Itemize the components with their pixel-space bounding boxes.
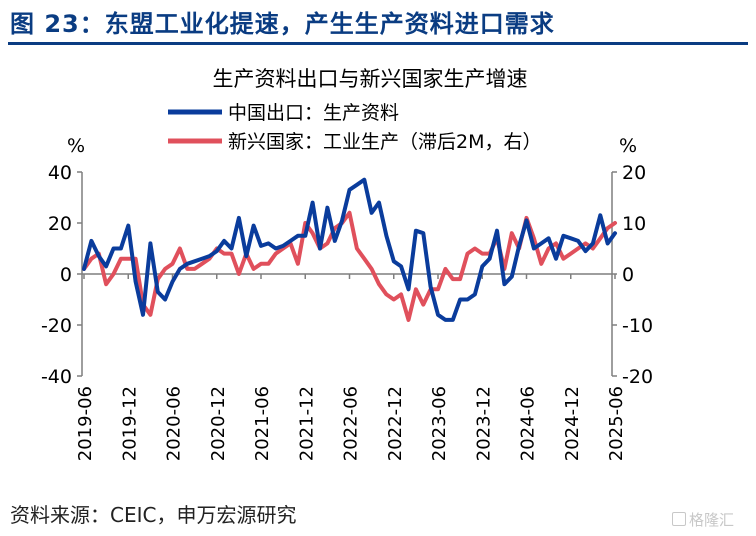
x-tick-label: 2025-06: [606, 386, 627, 461]
right-tick-label: 10: [622, 213, 646, 235]
x-tick-label: 2024-06: [518, 386, 539, 461]
x-tick-label: 2019-06: [75, 386, 96, 461]
watermark-logo-icon: [672, 512, 686, 526]
legend-label-em-production: 新兴国家：工业生产（滞后2M，右）: [228, 131, 541, 153]
axes: -40 -20 0 20 40 -20 -10 0 10 20 2019-06 2019-12 2020…: [41, 162, 653, 461]
figure-title: 图 23：东盟工业化提速，产生生产资料进口需求: [10, 10, 555, 38]
left-axis-unit: %: [67, 135, 85, 157]
right-tick-label: -10: [622, 315, 653, 337]
x-tick-label: 2024-12: [562, 386, 583, 461]
legend-label-china-export: 中国出口：生产资料: [228, 102, 399, 124]
x-tick-label: 2021-12: [296, 386, 317, 461]
legend: 中国出口：生产资料 新兴国家：工业生产（滞后2M，右）: [168, 102, 541, 153]
left-tick-label: 0: [60, 264, 72, 286]
right-tick-label: 0: [622, 264, 634, 286]
title-rule: [8, 42, 748, 45]
x-tick-label: 2022-12: [385, 386, 406, 461]
series-line-em-production: [82, 210, 617, 322]
series-line-china-export: [82, 177, 617, 322]
right-tick-label: -20: [622, 366, 653, 388]
left-tick-label: 20: [48, 213, 72, 235]
x-tick-label: 2023-12: [473, 386, 494, 461]
left-tick-label: 40: [48, 162, 72, 184]
x-tick-label: 2020-06: [164, 386, 185, 461]
source-note: 资料来源：CEIC，申万宏源研究: [10, 503, 297, 527]
x-tick-label: 2019-12: [119, 386, 140, 461]
x-tick-label: 2022-06: [341, 386, 362, 461]
chart-title: 生产资料出口与新兴国家生产增速: [213, 67, 528, 91]
watermark-text: 格隆汇: [689, 511, 735, 529]
left-tick-label: -40: [41, 366, 72, 388]
right-axis-unit: %: [619, 135, 637, 157]
series-layer: [82, 177, 617, 322]
right-tick-label: 20: [622, 162, 646, 184]
watermark: 格隆汇: [672, 509, 734, 530]
left-tick-label: -20: [41, 315, 72, 337]
x-tick-label: 2021-06: [252, 386, 273, 461]
x-tick-label: 2020-12: [208, 386, 229, 461]
x-tick-label: 2023-06: [429, 386, 450, 461]
